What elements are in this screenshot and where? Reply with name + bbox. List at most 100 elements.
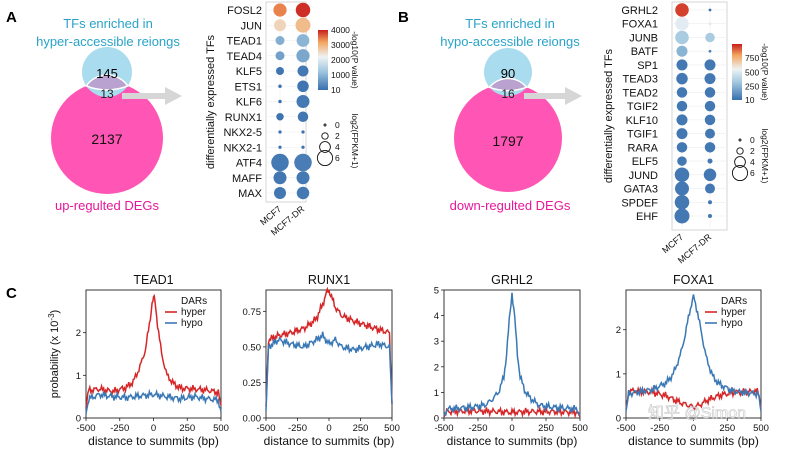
dot-point bbox=[275, 51, 285, 61]
row-label: NKX2-5 bbox=[223, 127, 262, 139]
x-tick-label: 0 bbox=[151, 423, 156, 434]
dot-point bbox=[301, 130, 305, 134]
venn-a-bottom-count: 2137 bbox=[91, 131, 122, 147]
dot-point bbox=[708, 214, 712, 218]
dot-point bbox=[708, 200, 712, 205]
venn-a-bottom-label: up-regulted DEGs bbox=[55, 198, 160, 213]
row-label: EHF bbox=[636, 211, 658, 223]
row-label: TGIF1 bbox=[627, 129, 658, 141]
size-legend-label: 2 bbox=[335, 131, 340, 141]
x-tick-label: 250 bbox=[179, 423, 195, 434]
dot-point bbox=[674, 208, 690, 224]
row-label: FOXA1 bbox=[622, 19, 658, 31]
row-label: SP1 bbox=[637, 60, 658, 72]
x-tick-label: 0 bbox=[691, 423, 696, 434]
colorbar-tick-label: 250 bbox=[745, 81, 759, 91]
row-label: RARA bbox=[627, 142, 658, 154]
dot-point bbox=[708, 22, 712, 26]
dot-point bbox=[676, 59, 688, 71]
dot-point bbox=[703, 168, 717, 182]
colorbar-tick-label: 10 bbox=[331, 85, 341, 95]
x-tick-label: -250 bbox=[110, 423, 129, 434]
x-tick-label: -500 bbox=[76, 423, 95, 434]
dot-point bbox=[271, 153, 289, 172]
hypo-series-line bbox=[265, 331, 393, 411]
colorbar-tick-label: 750 bbox=[745, 53, 759, 63]
y-tick-label: 1 bbox=[616, 369, 621, 380]
row-label: KLF10 bbox=[626, 115, 658, 127]
x-tick-label: 500 bbox=[753, 423, 769, 434]
dot-point bbox=[676, 142, 688, 153]
dot-point bbox=[295, 17, 311, 33]
colorbar bbox=[732, 44, 742, 100]
hypo-series-line bbox=[443, 292, 581, 417]
venn-b-title-line2: hypo-accessible reiongs bbox=[440, 34, 580, 49]
venn-a-overlap bbox=[85, 74, 129, 91]
dot-point bbox=[296, 171, 310, 185]
dot-point bbox=[278, 145, 282, 149]
y-tick-label: 5 bbox=[434, 286, 439, 297]
colorbar-title: -log10(P value) bbox=[760, 43, 770, 101]
venn-b-bottom-circle bbox=[454, 84, 562, 192]
y-tick-label: 2 bbox=[434, 362, 439, 373]
venn-a-top-count: 145 bbox=[96, 66, 118, 81]
dot-point bbox=[676, 128, 688, 140]
y-tick-label: 4 bbox=[434, 311, 439, 322]
y-axis-label-close: ) bbox=[49, 310, 61, 314]
legend-title: DARs bbox=[721, 296, 747, 307]
size-legend-label: 6 bbox=[335, 153, 340, 163]
dot-point bbox=[278, 84, 282, 88]
plot-title: GRHL2 bbox=[491, 273, 533, 287]
arrow-b bbox=[524, 87, 582, 105]
y-tick-label: 0.75 bbox=[243, 307, 262, 318]
row-label: JUN bbox=[241, 20, 262, 32]
profile-plot-grhl2: GRHL2 -500 -250 0 250 500 0 1 2 3 4 5 distance to su… bbox=[434, 273, 588, 448]
venn-a-overlap-count: 13 bbox=[100, 87, 114, 101]
plot-frame bbox=[443, 289, 581, 419]
y-tick-label: 0 bbox=[616, 414, 621, 425]
colorbar bbox=[318, 30, 328, 90]
dot-point bbox=[676, 72, 688, 85]
dot-point bbox=[704, 59, 716, 71]
size-legend-label: 4 bbox=[335, 142, 340, 152]
dot-plot-a: FOSL2 JUN TEAD1 TEAD4 KLF5 ETS1 KLF6 RUNX1 NKX2-… bbox=[205, 1, 360, 238]
legend-title: DARs bbox=[181, 296, 207, 307]
size-legend-label: 4 bbox=[750, 157, 755, 167]
size-legend-title: log2(FPKM+1) bbox=[760, 128, 770, 183]
hypo-series-line bbox=[85, 388, 222, 414]
dot-point bbox=[278, 99, 282, 104]
row-label: GRHL2 bbox=[621, 5, 658, 17]
colorbar-tick-label: 3000 bbox=[331, 40, 350, 50]
plot-frame bbox=[625, 289, 762, 419]
y-tick-label: 0.00 bbox=[243, 414, 262, 425]
y-tick-label: 1 bbox=[434, 388, 439, 399]
x-tick-label: -250 bbox=[468, 423, 487, 434]
row-label: MAFF bbox=[232, 173, 262, 185]
row-label: GATA3 bbox=[624, 184, 658, 196]
x-tick-label: -500 bbox=[616, 423, 635, 434]
x-tick-label: 250 bbox=[719, 423, 735, 434]
dot-point bbox=[297, 65, 309, 77]
legend-label: hypo bbox=[181, 318, 203, 329]
row-label: MAX bbox=[238, 188, 263, 200]
row-label: ETS1 bbox=[234, 81, 262, 93]
profile-plot-foxa1: FOXA1 -500 -250 0 250 500 0 1 2 distance to summi… bbox=[616, 273, 769, 448]
dot-point bbox=[676, 45, 688, 57]
y-tick-label: 2 bbox=[616, 325, 621, 336]
x-axis-label: distance to summits (bp) bbox=[88, 434, 219, 448]
venn-a-title-line1: TFs enriched in bbox=[63, 16, 153, 31]
dot-point bbox=[675, 16, 689, 31]
colorbar-tick-label: 500 bbox=[745, 67, 759, 77]
dot-point bbox=[707, 158, 713, 164]
plot-title: TEAD1 bbox=[133, 273, 173, 287]
dot-point bbox=[704, 100, 716, 112]
y-axis-label: differentially expressed TFs bbox=[205, 34, 217, 169]
dot-point bbox=[677, 156, 687, 166]
size-legend-circle bbox=[316, 149, 334, 167]
x-tick-label: 0 bbox=[509, 423, 514, 434]
panel-letter-c: C bbox=[6, 285, 17, 302]
row-label: JUND bbox=[629, 170, 658, 182]
x-axis-label: distance to summits (bp) bbox=[628, 434, 759, 448]
